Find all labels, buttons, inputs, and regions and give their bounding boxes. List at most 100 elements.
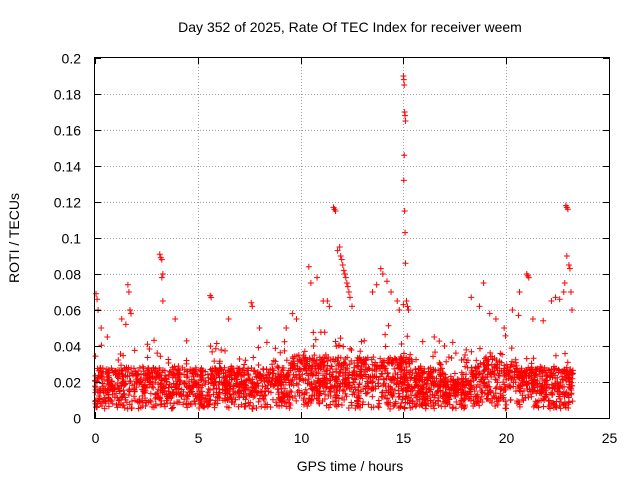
data-point <box>439 388 446 395</box>
data-point <box>566 265 573 272</box>
data-point <box>355 394 362 401</box>
data-point <box>216 395 223 402</box>
data-point <box>358 372 365 379</box>
data-point <box>196 391 203 398</box>
data-point <box>409 358 416 365</box>
data-point <box>155 371 162 378</box>
data-point <box>569 398 576 405</box>
data-point <box>269 365 276 372</box>
data-point <box>458 357 465 364</box>
data-point <box>302 354 309 361</box>
data-point <box>550 370 557 377</box>
data-point <box>208 380 215 387</box>
data-point <box>395 404 402 411</box>
data-point <box>154 350 161 357</box>
data-point <box>486 383 493 390</box>
data-point <box>449 405 456 412</box>
data-point <box>332 374 339 381</box>
data-point <box>165 359 172 366</box>
data-point <box>545 367 552 374</box>
data-point <box>277 349 284 356</box>
data-point <box>113 390 120 397</box>
data-point <box>421 379 428 386</box>
data-point <box>304 403 311 410</box>
data-point <box>249 379 256 386</box>
data-point <box>212 345 219 352</box>
data-point <box>351 383 358 390</box>
data-point <box>413 356 420 363</box>
data-point <box>134 379 141 386</box>
data-point <box>169 364 176 371</box>
data-point <box>212 379 219 386</box>
data-point <box>94 296 101 303</box>
data-point <box>218 366 225 373</box>
data-point <box>255 362 262 369</box>
data-point <box>272 345 279 352</box>
data-point <box>283 357 290 364</box>
data-point <box>266 374 273 381</box>
data-point <box>496 373 503 380</box>
data-point <box>158 380 165 387</box>
data-point <box>204 392 211 399</box>
data-point <box>333 368 340 375</box>
data-point <box>510 363 517 370</box>
data-point <box>172 383 179 390</box>
data-point <box>403 354 410 361</box>
data-point <box>403 298 410 304</box>
data-point <box>564 370 571 377</box>
data-point <box>328 363 335 370</box>
data-point <box>208 294 215 301</box>
data-point <box>97 364 104 371</box>
data-point <box>546 397 553 404</box>
data-point <box>222 397 229 404</box>
data-point <box>392 400 399 407</box>
data-point <box>245 399 252 406</box>
data-point <box>467 388 474 395</box>
data-point <box>546 373 553 380</box>
data-point <box>385 399 392 406</box>
data-point <box>126 372 133 379</box>
data-point <box>146 346 153 353</box>
data-point <box>287 401 294 408</box>
data-point <box>425 368 432 375</box>
data-point <box>303 362 310 369</box>
data-point <box>476 370 483 377</box>
data-point <box>317 360 324 367</box>
data-point <box>493 384 500 391</box>
data-point <box>484 391 491 398</box>
data-point <box>492 403 499 410</box>
grid <box>95 58 609 418</box>
data-point <box>184 372 191 379</box>
data-point <box>247 390 254 397</box>
data-point <box>445 354 452 361</box>
data-point <box>256 325 263 331</box>
data-point <box>395 383 402 390</box>
data-point <box>455 377 462 384</box>
data-point <box>385 322 392 329</box>
data-point <box>175 399 182 406</box>
data-point <box>543 391 550 398</box>
data-point <box>463 359 470 366</box>
data-point <box>355 355 362 362</box>
data-point <box>141 384 148 391</box>
data-point <box>156 251 163 258</box>
data-point <box>315 392 322 399</box>
data-point <box>266 369 273 376</box>
data-point <box>140 388 147 395</box>
data-point <box>163 381 170 388</box>
data-point <box>293 353 300 360</box>
data-point <box>400 76 407 83</box>
data-point <box>283 400 290 407</box>
data-point <box>333 343 340 350</box>
data-point <box>92 397 99 404</box>
data-point <box>92 372 99 379</box>
x-tick-label: 15 <box>396 430 412 446</box>
x-tick-label: 20 <box>499 430 515 446</box>
data-point <box>467 393 474 400</box>
data-point <box>401 82 408 88</box>
data-point <box>293 397 300 404</box>
data-point <box>368 386 375 393</box>
data-point <box>238 401 245 408</box>
data-point <box>563 253 570 259</box>
data-point <box>383 278 390 285</box>
